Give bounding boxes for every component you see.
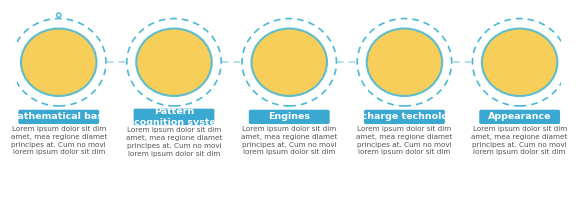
Text: Lorem ipsum dolor sit dim
amet, mea regione diamet
principes at. Cum no movi
lor: Lorem ipsum dolor sit dim amet, mea regi… — [472, 126, 568, 155]
Ellipse shape — [252, 28, 327, 96]
Text: Lorem ipsum dolor sit dim
amet, mea regione diamet
principes at. Cum no movi
lor: Lorem ipsum dolor sit dim amet, mea regi… — [241, 126, 338, 155]
Circle shape — [56, 13, 61, 17]
Ellipse shape — [136, 28, 212, 96]
Ellipse shape — [482, 28, 558, 96]
FancyBboxPatch shape — [364, 110, 445, 124]
Text: Lorem ipsum dolor sit dim
amet, mea regione diamet
principes at. Cum no movi
lor: Lorem ipsum dolor sit dim amet, mea regi… — [10, 126, 107, 155]
Text: Appearance: Appearance — [488, 112, 551, 121]
Text: Pattern
recognition system: Pattern recognition system — [123, 107, 225, 127]
FancyBboxPatch shape — [134, 109, 214, 125]
FancyBboxPatch shape — [249, 110, 329, 124]
Ellipse shape — [367, 28, 442, 96]
Text: Lorem ipsum dolor sit dim
amet, mea regione diamet
principes at. Cum no movi
lor: Lorem ipsum dolor sit dim amet, mea regi… — [126, 127, 222, 157]
Ellipse shape — [21, 28, 97, 96]
Text: Recharge technology: Recharge technology — [348, 112, 461, 121]
Text: Mathematical base: Mathematical base — [8, 112, 109, 121]
Text: Lorem ipsum dolor sit dim
amet, mea regione diamet
principes at. Cum no movi
lor: Lorem ipsum dolor sit dim amet, mea regi… — [356, 126, 453, 155]
FancyBboxPatch shape — [18, 110, 99, 124]
Text: Engines: Engines — [268, 112, 310, 121]
FancyBboxPatch shape — [479, 110, 560, 124]
